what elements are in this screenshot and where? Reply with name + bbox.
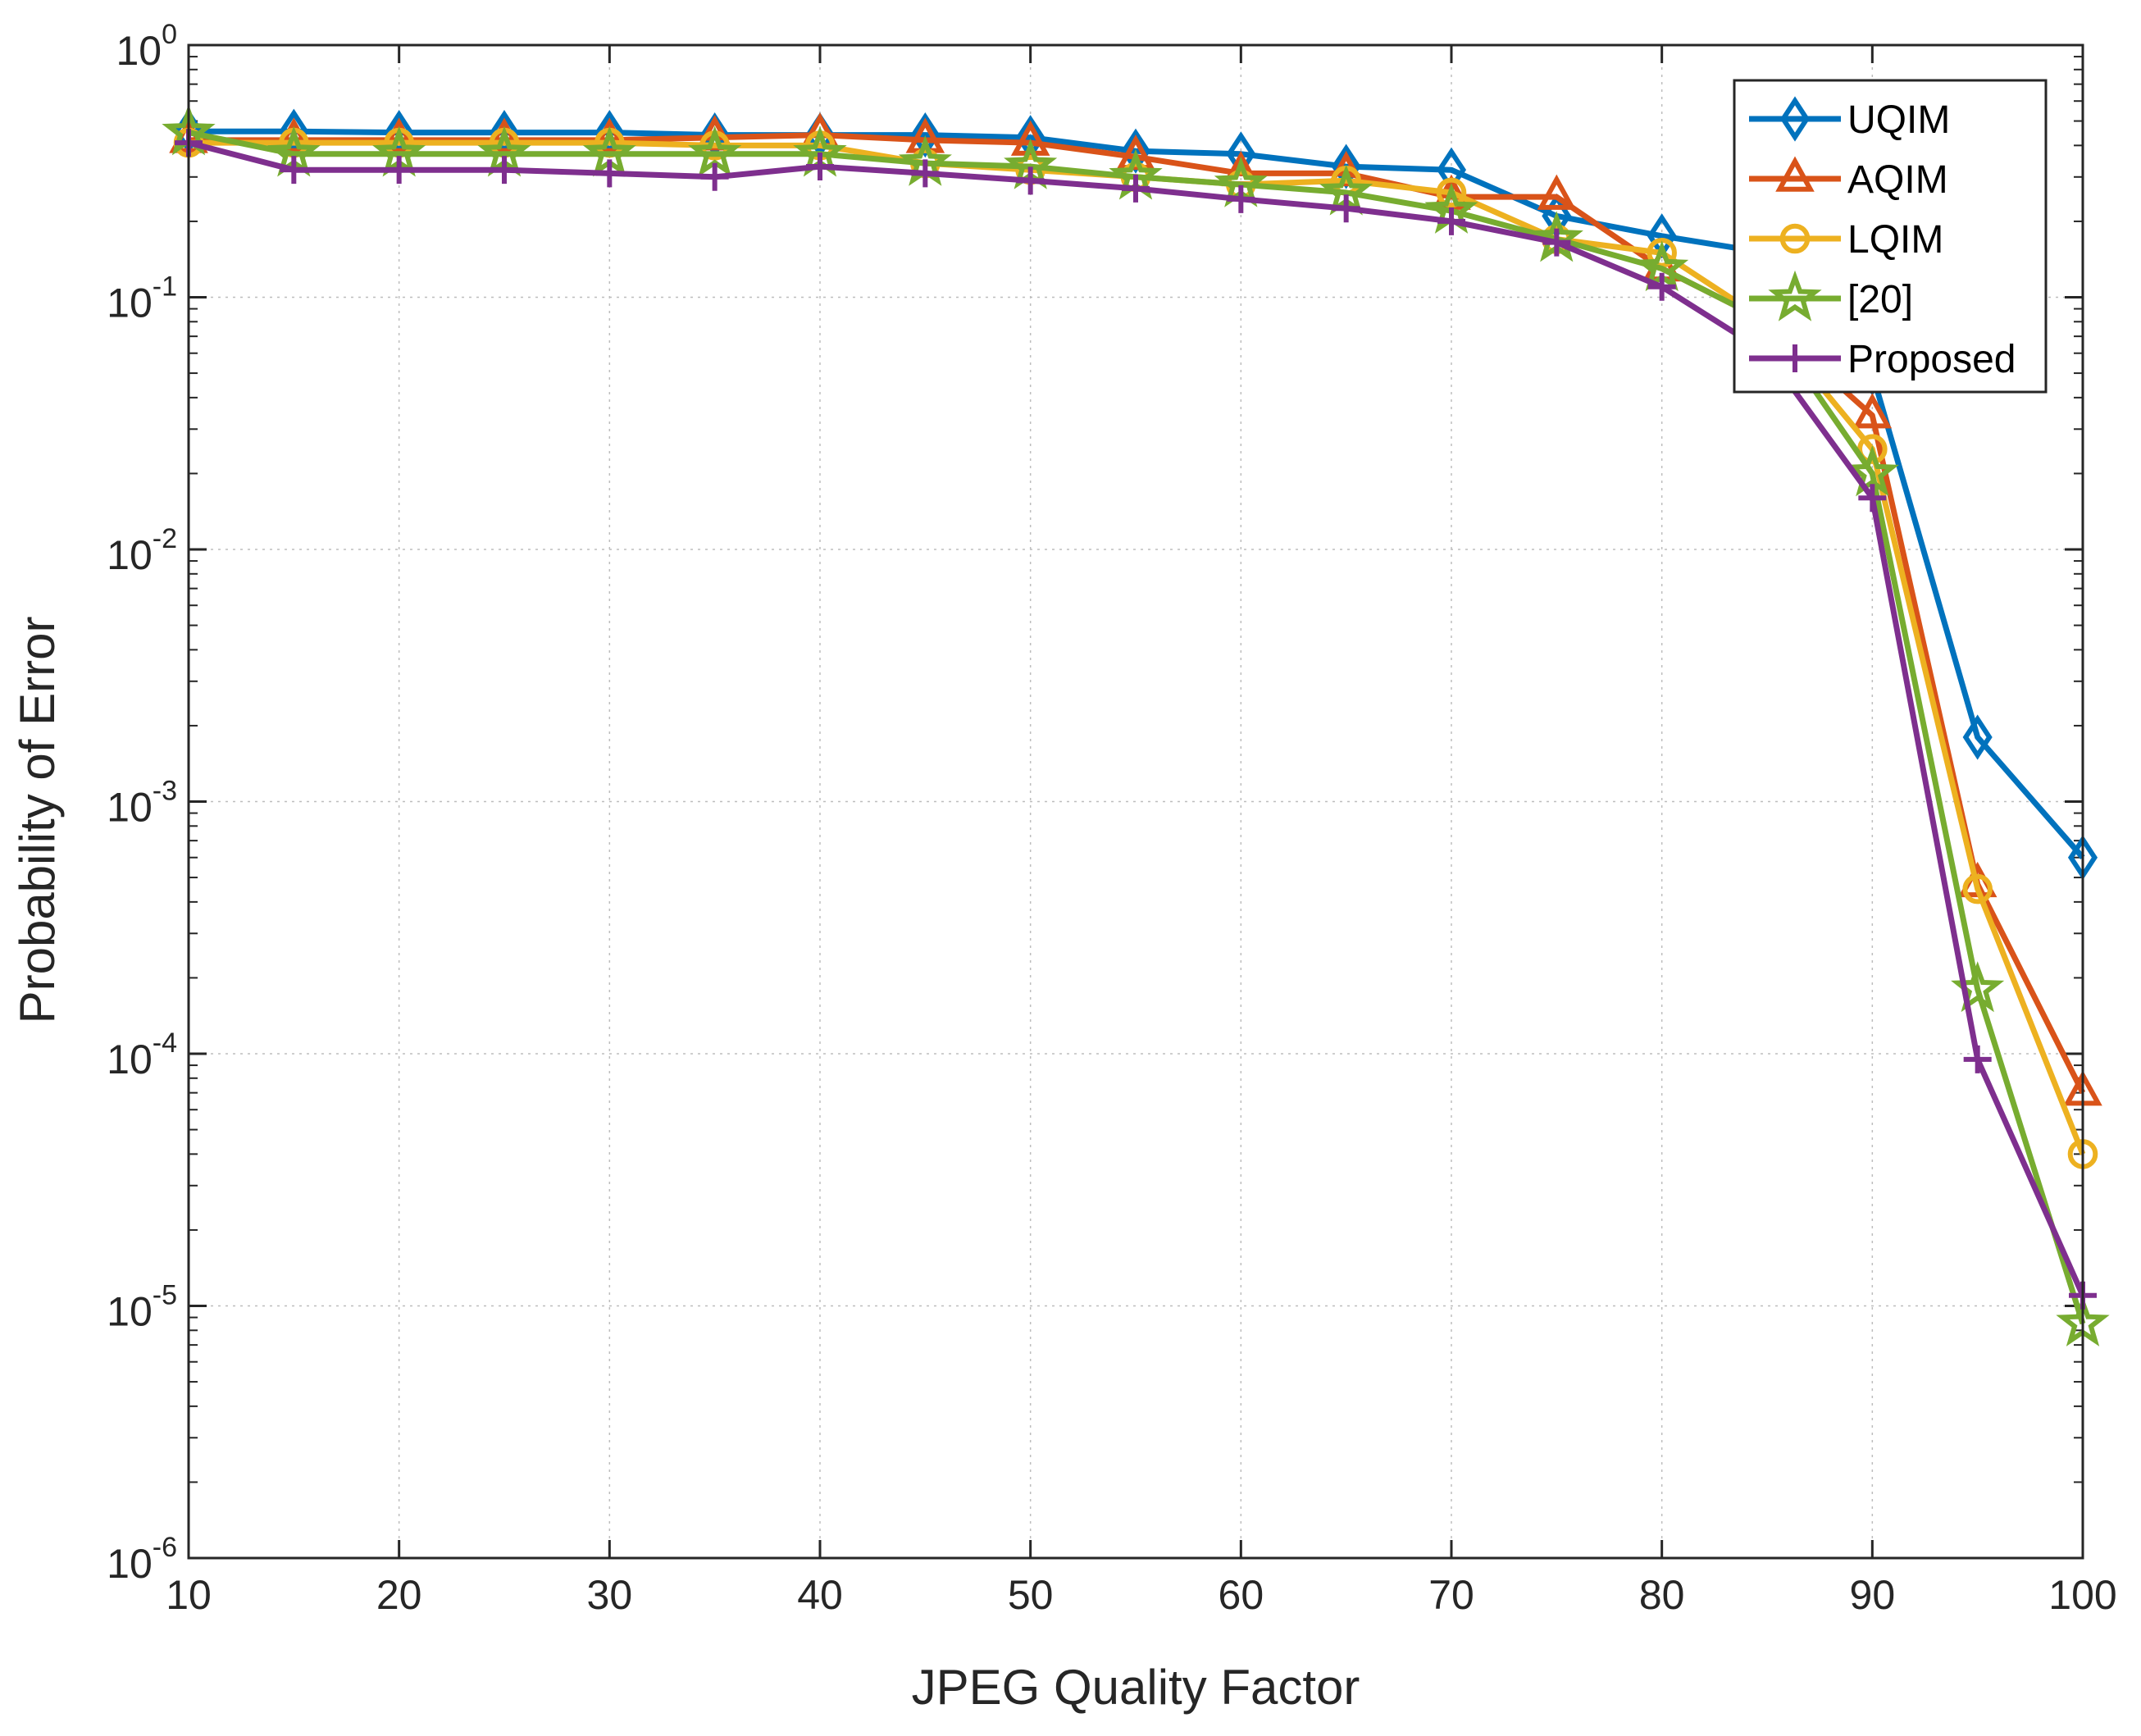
data-point-plus [806,153,834,181]
legend: UQIM AQIM LQIM [20] Proposed [1733,79,2048,394]
x-tick-label: 10 [166,1572,212,1618]
data-point-circle [1962,873,1993,904]
data-point-plus [1016,166,1045,195]
data-point-plus [1647,272,1676,301]
data-point-triangle [1116,134,1155,171]
x-axis-title: JPEG Quality Factor [912,1660,1360,1715]
data-point-star [1845,445,1899,497]
data-point-triangle [379,117,419,153]
data-point-plus [280,156,308,185]
y-tick-label: 10-1 [107,271,177,326]
x-tick-label: 90 [1850,1572,1896,1618]
x-tick-label: 40 [797,1572,843,1618]
legend-label: AQIM [1847,158,1948,202]
plot-frame [187,43,2084,1560]
data-point-triangle [1775,156,1815,192]
data-point-circle [1779,223,1811,254]
data-point-circle [1647,238,1677,268]
data-point-diamond [1962,714,1993,760]
y-axis-title: Probability of Error [10,617,65,1024]
data-point-plus [911,159,940,188]
y-tick-label: 100 [116,19,177,74]
data-point-plus [1437,207,1465,235]
data-point-plus [1332,194,1360,223]
legend-label: LQIM [1847,218,1943,262]
data-point-star [1768,270,1822,321]
x-tick-label: 70 [1428,1572,1474,1618]
y-tick-labels: 10-6 10-5 10-4 10-3 10-2 10-1 100 [107,19,177,1587]
legend-label: Proposed [1847,338,2016,381]
data-point-triangle [485,117,524,153]
legend-item: AQIM [1749,156,1948,202]
data-point-plus [1963,1045,1992,1073]
data-point-triangle [1537,174,1577,210]
x-tick-labels: 10 20 30 40 50 60 70 80 90 100 [166,1572,2117,1618]
legend-item: [20] [1749,270,1913,321]
data-point-circle [1436,177,1467,208]
data-point-plus [595,159,624,188]
x-tick-label: 30 [587,1572,633,1618]
data-point-diamond [1779,96,1811,142]
y-tick-label: 10-5 [107,1280,177,1335]
data-point-plus [1227,185,1255,213]
data-point-plus [1122,174,1150,203]
data-point-plus [385,156,413,185]
data-point-triangle [590,117,630,153]
legend-item: LQIM [1749,218,1943,262]
series-group [162,104,2110,1346]
data-point-circle [1857,434,1888,464]
data-point-star [688,125,742,177]
data-point-plus [1542,228,1571,257]
x-tick-label: 100 [2048,1572,2116,1618]
y-tick-label: 10-2 [107,523,177,578]
y-tick-label: 10-6 [107,1532,177,1587]
data-point-triangle [274,117,314,153]
data-point-plus [700,162,729,191]
legend-item: UQIM [1749,96,1950,142]
data-point-plus [1858,484,1887,513]
y-tick-label: 10-3 [107,776,177,831]
legend-item: Proposed [1749,338,2016,381]
data-point-plus [1781,344,1809,372]
y-tick-label: 10-4 [107,1027,177,1082]
legend-label: [20] [1847,278,1913,321]
x-tick-label: 60 [1219,1572,1264,1618]
x-tick-label: 20 [376,1572,422,1618]
data-point-plus [490,156,518,185]
data-point-triangle [1010,120,1050,156]
data-point-triangle [1852,393,1893,429]
x-tick-label: 50 [1008,1572,1054,1618]
x-tick-label: 80 [1639,1572,1685,1618]
legend-label: UQIM [1847,98,1950,142]
